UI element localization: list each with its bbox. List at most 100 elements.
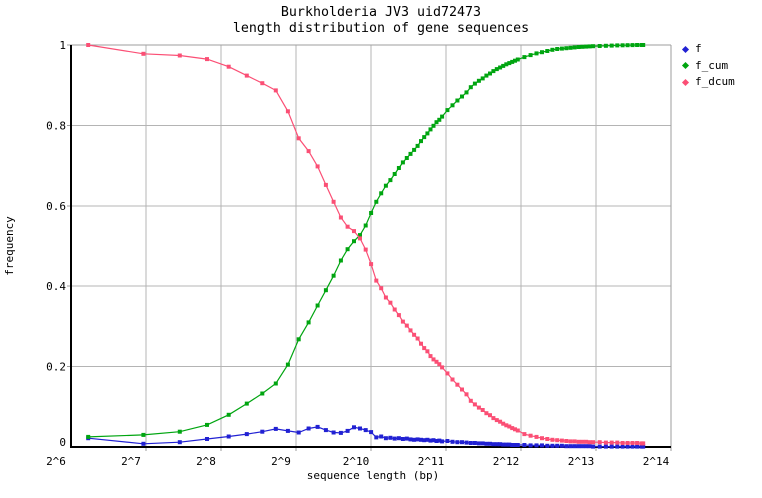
data-point: [396, 313, 401, 318]
x-tick-label: 2^11: [418, 455, 445, 468]
data-point: [400, 319, 405, 324]
data-point: [584, 439, 589, 444]
data-point: [515, 57, 520, 62]
data-point: [450, 377, 455, 382]
data-point: [540, 50, 544, 55]
data-point: [352, 239, 356, 244]
data-point: [587, 44, 592, 49]
data-point: [625, 444, 630, 449]
data-point: [379, 286, 384, 291]
data-point: [422, 135, 427, 140]
x-tick-label: 2^9: [271, 455, 291, 468]
data-point: [445, 371, 450, 376]
data-point: [472, 402, 477, 407]
data-point: [205, 437, 209, 441]
y-axis-label: frequency: [3, 216, 16, 276]
data-point: [468, 85, 473, 90]
x-tick-label: 2^10: [343, 455, 370, 468]
data-point: [437, 362, 442, 367]
data-point: [635, 43, 640, 47]
data-point: [431, 357, 436, 362]
data-point: [408, 151, 413, 156]
data-point: [464, 90, 469, 95]
data-point: [244, 432, 249, 437]
data-point: [260, 429, 265, 434]
data-point: [580, 444, 585, 449]
data-point: [345, 247, 350, 252]
data-point: [306, 320, 311, 325]
data-point: [352, 229, 356, 234]
legend-row-f_dcum: f_dcum: [680, 75, 735, 89]
data-point: [603, 43, 608, 48]
data-point: [296, 430, 301, 435]
series-f_cum: [86, 43, 646, 439]
data-point: [635, 444, 640, 449]
data-point: [568, 45, 573, 50]
data-point: [363, 247, 368, 252]
tick-labels: 2^6 2^7 2^8 2^9 2^10 2^11 2^12 2^13 2^14 0 0.2 0.4 0…: [46, 39, 670, 468]
data-point: [460, 440, 464, 445]
y-tick-label: 0.4: [46, 280, 66, 293]
data-point: [587, 444, 592, 449]
legend-marker-f_dcum: [681, 78, 690, 86]
data-point: [363, 223, 368, 228]
legend-marker-f: [681, 45, 690, 53]
data-point: [244, 401, 249, 406]
chart-title: Burkholderia JV3 uid72473: [280, 5, 482, 20]
data-point: [476, 441, 481, 446]
data-point: [419, 139, 423, 144]
data-point: [141, 432, 146, 437]
gridlines: [71, 45, 671, 447]
legend-row-f_cum: f_cum: [680, 59, 735, 73]
data-point: [620, 43, 625, 48]
y-tick-label: 0: [59, 436, 66, 449]
legend-marker-f_cum: [681, 62, 690, 70]
data-point: [534, 443, 539, 448]
data-point: [404, 436, 409, 441]
data-point: [419, 341, 423, 346]
data-point: [625, 43, 630, 48]
data-point: [437, 117, 442, 122]
data-point: [515, 443, 520, 447]
data-point: [415, 437, 420, 442]
data-point: [306, 149, 311, 154]
data-point: [494, 67, 499, 72]
data-point: [484, 73, 489, 78]
data-point: [572, 45, 577, 50]
data-point: [383, 436, 388, 441]
data-point: [484, 411, 489, 416]
data-point: [260, 391, 265, 396]
data-point: [572, 439, 577, 444]
data-point: [434, 120, 439, 125]
legend: f f_cum f_dcum: [680, 42, 735, 89]
x-tick-label: 2^8: [196, 455, 216, 468]
data-point: [396, 436, 401, 441]
data-point: [374, 278, 379, 283]
data-point: [597, 44, 602, 48]
data-point: [285, 428, 290, 433]
data-point: [498, 65, 503, 70]
data-point: [564, 46, 569, 51]
data-point: [550, 443, 555, 448]
data-point: [501, 421, 506, 426]
data-point: [591, 440, 596, 445]
data-point: [323, 428, 328, 433]
data-point: [510, 426, 515, 431]
data-point: [440, 439, 445, 444]
data-point: [501, 63, 506, 68]
data-point: [428, 127, 433, 132]
data-point: [528, 443, 533, 448]
data-point: [545, 437, 550, 441]
data-point: [625, 441, 630, 445]
data-point: [352, 425, 356, 430]
data-point: [620, 444, 625, 449]
data-point: [568, 439, 573, 444]
data-point: [528, 53, 533, 58]
data-point: [555, 47, 560, 51]
data-point: [455, 440, 460, 445]
data-point: [555, 443, 560, 448]
data-point: [428, 438, 433, 443]
data-point: [507, 424, 512, 429]
data-point: [226, 64, 231, 69]
